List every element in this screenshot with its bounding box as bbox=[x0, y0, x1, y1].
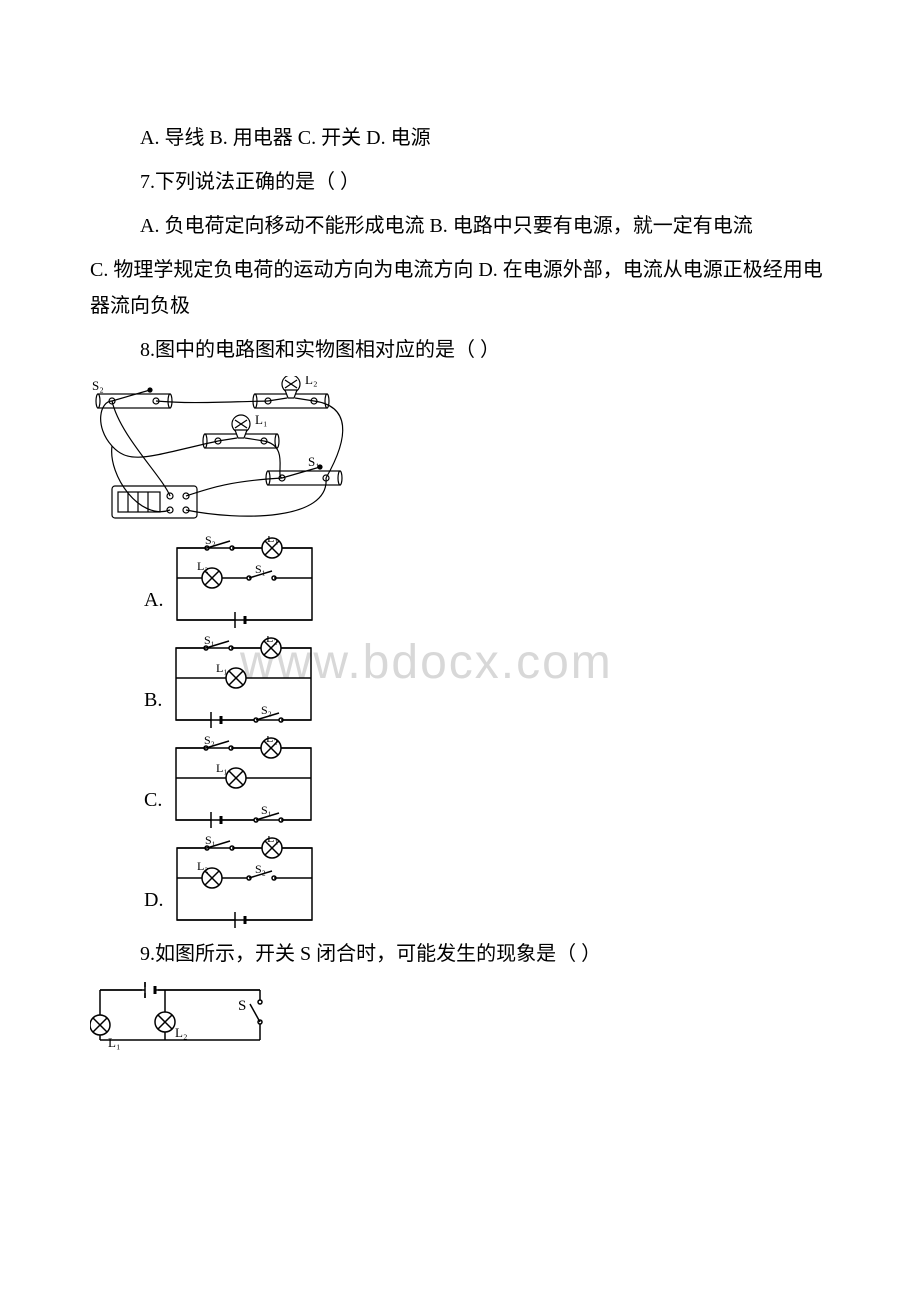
q9-circuit-diagram: L₁ L₂ S bbox=[90, 980, 830, 1050]
q7-stem: 7.下列说法正确的是（ ） bbox=[90, 164, 830, 200]
option-label: A. bbox=[144, 582, 163, 628]
option-label: D. bbox=[144, 882, 163, 928]
q7-line1: A. 负电荷定向移动不能形成电流 B. 电路中只要有电源，就一定有电流 bbox=[90, 208, 830, 244]
svg-text:L₁: L₁ bbox=[216, 661, 228, 675]
svg-text:S₁: S₁ bbox=[308, 454, 320, 469]
q7-line2: C. 物理学规定负电荷的运动方向为电流方向 D. 在电源外部，电流从电源正极经用… bbox=[90, 252, 830, 324]
q9-stem: 9.如图所示，开关 S 闭合时，可能发生的现象是（ ） bbox=[90, 936, 830, 972]
q8-physical-diagram: S₂ L₂ L₁ S₁ bbox=[90, 376, 830, 526]
circuit-diagram-b: S₁ L₂ L₁ S₂ bbox=[166, 636, 321, 728]
option-label: C. bbox=[144, 782, 162, 828]
svg-text:S₂: S₂ bbox=[205, 536, 216, 547]
circuit-diagram-d: S₁ L₁ L₂ S₂ bbox=[167, 836, 322, 928]
svg-text:L₂: L₂ bbox=[175, 1025, 187, 1040]
svg-text:S₁: S₁ bbox=[205, 836, 216, 847]
svg-text:S: S bbox=[238, 998, 246, 1014]
q8-stem: 8.图中的电路图和实物图相对应的是（ ） bbox=[90, 332, 830, 368]
q8-option-a: A. bbox=[90, 536, 830, 628]
svg-text:S₂: S₂ bbox=[92, 378, 104, 393]
svg-text:L₁: L₁ bbox=[216, 761, 228, 775]
q8-option-c: C. S₂ L₂ L₁ bbox=[90, 736, 830, 828]
svg-text:S₂: S₂ bbox=[255, 862, 266, 876]
svg-text:S₂: S₂ bbox=[261, 703, 272, 717]
q8-option-b: B. bbox=[90, 636, 830, 728]
svg-text:L₂: L₂ bbox=[197, 559, 209, 573]
svg-text:S₂: S₂ bbox=[204, 736, 215, 747]
circuit-diagram-c: S₂ L₂ L₁ S₁ bbox=[166, 736, 321, 828]
q8-option-d: D. S₁ L₁ L₂ bbox=[90, 836, 830, 928]
svg-text:L₁: L₁ bbox=[267, 836, 279, 845]
svg-text:L₂: L₂ bbox=[266, 636, 278, 645]
svg-text:S₁: S₁ bbox=[255, 562, 266, 576]
svg-text:L₁: L₁ bbox=[267, 536, 279, 545]
svg-text:L₁: L₁ bbox=[108, 1035, 120, 1050]
svg-text:L₂: L₂ bbox=[305, 376, 317, 387]
svg-text:L₂: L₂ bbox=[197, 859, 209, 873]
svg-text:L₁: L₁ bbox=[255, 412, 267, 427]
q6-options: A. 导线 B. 用电器 C. 开关 D. 电源 bbox=[90, 120, 830, 156]
svg-text:S₁: S₁ bbox=[204, 636, 215, 647]
circuit-diagram-a: S₂ L₁ L₂ S₁ bbox=[167, 536, 322, 628]
option-label: B. bbox=[144, 682, 162, 728]
svg-text:L₂: L₂ bbox=[266, 736, 278, 745]
svg-text:S₁: S₁ bbox=[261, 803, 272, 817]
